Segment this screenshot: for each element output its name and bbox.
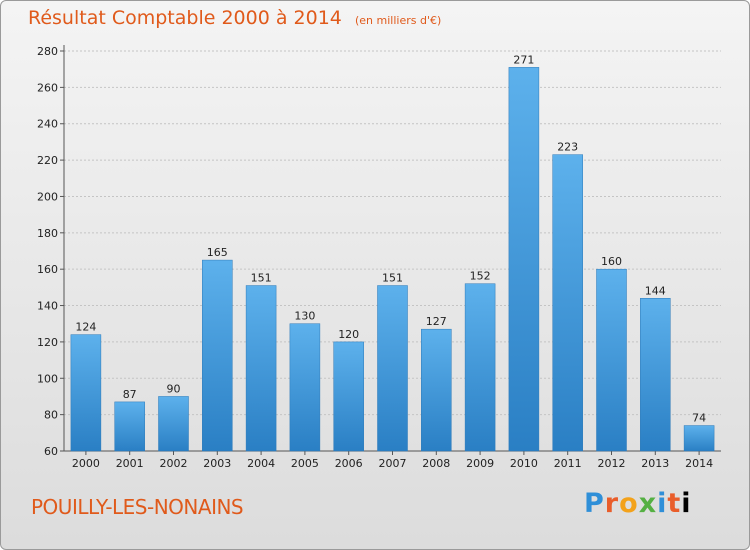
logo-letter: t — [667, 488, 682, 519]
y-tick-label: 240 — [37, 118, 58, 131]
x-tick-label: 2002 — [160, 457, 188, 470]
y-tick-label: 80 — [44, 409, 58, 422]
bar — [158, 396, 189, 452]
x-tick-label: 2014 — [685, 457, 713, 470]
bar — [333, 341, 364, 452]
y-tick-label: 160 — [37, 263, 58, 276]
data-labels: 124 87 90 165 151 130 120 151 127 152 271 223 160 144… — [75, 53, 706, 424]
bar — [596, 268, 627, 452]
data-label: 87 — [123, 388, 137, 401]
proxiti-logo: Proxiti — [584, 488, 692, 519]
x-tick-label: 2004 — [247, 457, 275, 470]
data-label: 223 — [557, 141, 578, 154]
y-tick-label: 180 — [37, 227, 58, 240]
data-label: 130 — [294, 310, 315, 323]
y-tick-label: 140 — [37, 300, 58, 313]
data-label: 74 — [692, 412, 706, 425]
data-label: 144 — [645, 284, 666, 297]
bar — [114, 401, 145, 452]
bar — [245, 285, 277, 452]
place-name: POUILLY-LES-NONAINS — [31, 495, 244, 519]
y-tick-label: 60 — [44, 445, 58, 458]
bar — [508, 67, 540, 452]
x-tick-label: 2009 — [466, 457, 494, 470]
data-label: 90 — [167, 382, 181, 395]
data-label: 120 — [338, 328, 359, 341]
chart-unit-note: (en milliers d'€) — [354, 14, 442, 27]
x-tick-label: 2005 — [291, 457, 319, 470]
y-tick-label: 220 — [37, 154, 58, 167]
x-tick-label: 2003 — [203, 457, 231, 470]
bar — [683, 425, 715, 452]
x-tick-label: 2011 — [554, 457, 582, 470]
bar — [289, 323, 321, 452]
y-tick-label: 200 — [37, 190, 58, 203]
y-tick-label: 280 — [37, 45, 58, 58]
x-tick-label: 2006 — [335, 457, 363, 470]
x-tick-label: 2007 — [379, 457, 407, 470]
data-label: 127 — [426, 315, 447, 328]
data-label: 160 — [601, 255, 622, 268]
chart-title-text: Résultat Comptable 2000 à 2014 — [28, 7, 342, 29]
y-tick-label: 100 — [37, 372, 58, 385]
data-label: 165 — [207, 246, 228, 259]
bar — [70, 334, 102, 452]
data-label: 151 — [382, 272, 403, 285]
x-tick-label: 2012 — [598, 457, 626, 470]
x-tick-label: 2008 — [422, 457, 450, 470]
data-label: 152 — [470, 270, 491, 283]
bars — [70, 67, 715, 452]
logo-letter: i — [681, 488, 692, 519]
x-tick-label: 2010 — [510, 457, 538, 470]
logo-letter: x — [638, 488, 658, 519]
x-tick-label: 2001 — [116, 457, 144, 470]
bar — [640, 298, 671, 452]
x-tick-label: 2000 — [72, 457, 100, 470]
y-tick-label: 260 — [37, 81, 58, 94]
logo-letter: r — [604, 488, 620, 519]
x-tick-label: 2013 — [641, 457, 669, 470]
data-label: 151 — [251, 272, 272, 285]
bar — [202, 259, 233, 452]
bar — [552, 154, 583, 452]
logo-letter: o — [619, 488, 639, 519]
bar — [464, 283, 496, 452]
logo-letter: i — [657, 488, 668, 519]
data-label: 124 — [75, 321, 96, 334]
bar — [377, 285, 408, 452]
y-tick-label: 120 — [37, 336, 58, 349]
chart-title: Résultat Comptable 2000 à 2014 (en milli… — [28, 7, 441, 29]
logo-letter: P — [584, 488, 605, 519]
bar — [421, 328, 452, 452]
data-label: 271 — [513, 53, 534, 66]
